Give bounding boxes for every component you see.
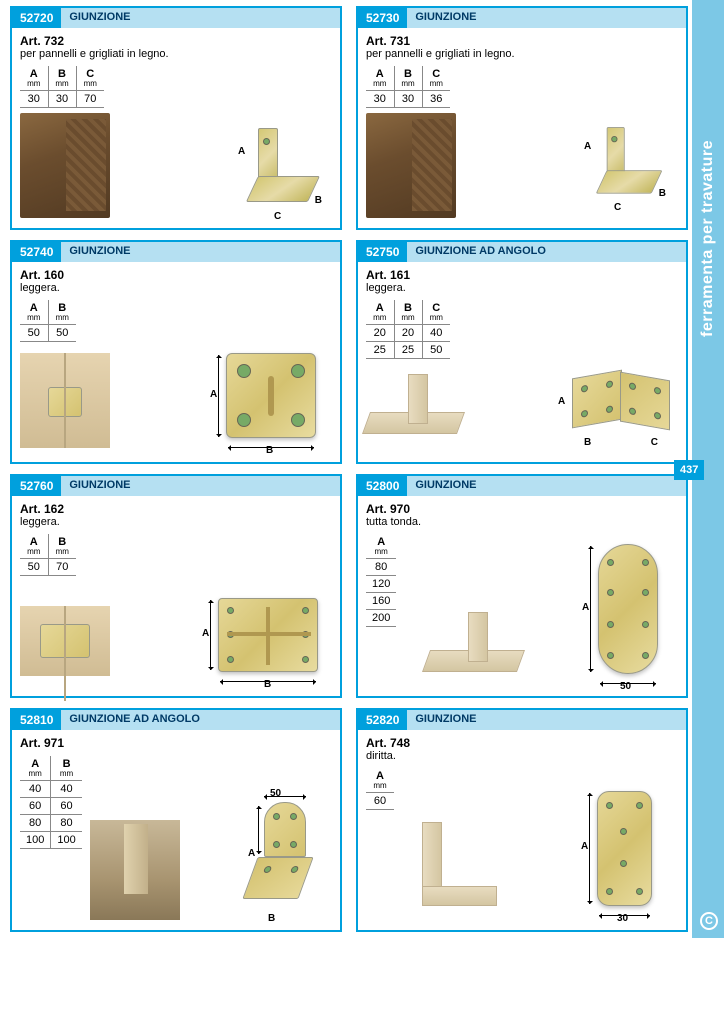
product-title: GIUNZIONE (61, 8, 340, 28)
product-card: 52820 GIUNZIONE Art. 748 diritta. Amm 60 (356, 708, 688, 932)
product-title: GIUNZIONE (61, 476, 340, 496)
brand-logo-icon: C (700, 912, 718, 930)
dimensions-table: AmmBmmCmm 303070 (20, 66, 104, 108)
product-description: per pannelli e grigliati in legno. (20, 48, 332, 60)
category-label: ferramenta per travature (699, 140, 717, 337)
product-code: 52730 (358, 8, 407, 28)
product-illustration: 50 A B (250, 802, 310, 912)
dimensions-table: AmmBmm 5070 (20, 534, 76, 576)
article-number: Art. 160 (20, 268, 332, 282)
product-illustration: A B C (572, 374, 672, 434)
product-illustration: A 50 (598, 544, 658, 674)
product-illustration: A C B (250, 128, 320, 208)
product-code: 52740 (12, 242, 61, 262)
application-photo (20, 606, 110, 676)
product-title: GIUNZIONE (407, 710, 686, 730)
product-code: 52750 (358, 242, 407, 262)
product-title: GIUNZIONE (407, 8, 686, 28)
application-photo (412, 822, 502, 912)
application-photo (20, 353, 110, 448)
product-card: 52720 GIUNZIONE Art. 732 per pannelli e … (10, 6, 342, 230)
application-photo (366, 374, 461, 444)
product-description: leggera. (20, 282, 332, 294)
product-card: 52810 GIUNZIONE AD ANGOLO Art. 971 AmmBm… (10, 708, 342, 932)
article-number: Art. 731 (366, 34, 678, 48)
product-description: leggera. (366, 282, 678, 294)
dimensions-table: Amm 60 (366, 768, 394, 810)
product-description: leggera. (20, 516, 332, 528)
product-title: GIUNZIONE (407, 476, 686, 496)
dimensions-table: Amm 80 120 160 200 (366, 534, 396, 627)
product-card: 52760 GIUNZIONE Art. 162 leggera. AmmBmm… (10, 474, 342, 698)
page-number: 437 (674, 460, 704, 480)
product-title: GIUNZIONE AD ANGOLO (61, 710, 340, 730)
article-number: Art. 732 (20, 34, 332, 48)
product-card: 52730 GIUNZIONE Art. 731 per pannelli e … (356, 6, 688, 230)
product-code: 52820 (358, 710, 407, 730)
product-description: diritta. (366, 750, 678, 762)
product-description: per pannelli e grigliati in legno. (366, 48, 678, 60)
article-number: Art. 161 (366, 268, 678, 282)
application-photo (366, 113, 456, 218)
product-description: tutta tonda. (366, 516, 678, 528)
article-number: Art. 162 (20, 502, 332, 516)
article-number: Art. 748 (366, 736, 678, 750)
product-code: 52760 (12, 476, 61, 496)
product-illustration: A 30 (597, 791, 652, 906)
product-code: 52810 (12, 710, 61, 730)
product-code: 52800 (358, 476, 407, 496)
category-sidebar: ferramenta per travature 437 C (692, 0, 724, 938)
article-number: Art. 970 (366, 502, 678, 516)
application-photo (90, 820, 180, 920)
product-illustration: A B (226, 353, 316, 438)
product-illustration: A B (218, 598, 318, 672)
product-title: GIUNZIONE (61, 242, 340, 262)
dimensions-table: AmmBmmCmm 303036 (366, 66, 450, 108)
application-photo (426, 612, 521, 682)
dimensions-table: AmmBmm 5050 (20, 300, 76, 342)
product-card: 52800 GIUNZIONE Art. 970 tutta tonda. Am… (356, 474, 688, 698)
product-card: 52750 GIUNZIONE AD ANGOLO Art. 161 legge… (356, 240, 688, 464)
product-card: 52740 GIUNZIONE Art. 160 leggera. AmmBmm… (10, 240, 342, 464)
article-number: Art. 971 (20, 736, 332, 750)
dimensions-table: AmmBmm 4040 6060 8080 100100 (20, 756, 82, 849)
application-photo (20, 113, 110, 218)
product-illustration: A C B (596, 123, 666, 203)
product-code: 52720 (12, 8, 61, 28)
dimensions-table: AmmBmmCmm 202040 252550 (366, 300, 450, 359)
product-title: GIUNZIONE AD ANGOLO (407, 242, 686, 262)
